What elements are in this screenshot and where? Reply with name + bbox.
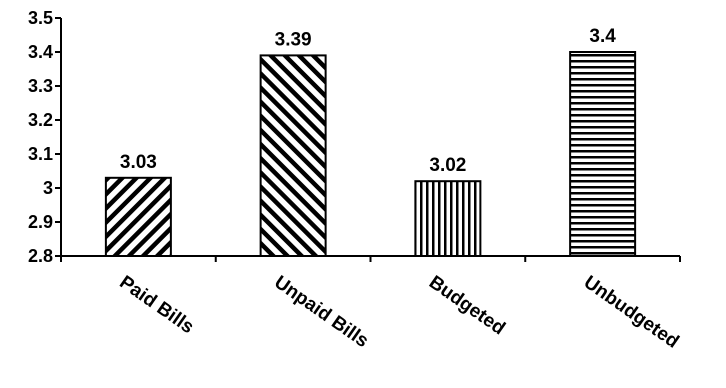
data-label: 3.03	[120, 152, 157, 173]
bar-budgeted	[414, 180, 482, 257]
data-label: 3.02	[429, 155, 466, 176]
data-labels: 3.03 3.39 3.02 3.4	[120, 26, 616, 176]
category-label: Unbudgeted	[580, 272, 683, 353]
bar-unbudgeted	[569, 51, 637, 257]
y-tick-label: 3.1	[28, 144, 53, 164]
category-labels: Paid Bills Unpaid Bills Budgeted Unbudgeted	[116, 272, 683, 353]
y-tick-label: 3.4	[28, 42, 53, 62]
y-tick-label: 3	[43, 178, 53, 198]
bar-paid-bills	[104, 176, 172, 257]
y-tick-label: 2.8	[28, 246, 53, 266]
data-label: 3.39	[275, 29, 312, 50]
y-axis: 2.8 2.9 3 3.1 3.2 3.3 3.4 3.5	[28, 8, 62, 266]
category-label: Budgeted	[425, 272, 509, 339]
data-label: 3.4	[589, 26, 616, 47]
category-label: Paid Bills	[116, 272, 198, 338]
y-tick-label: 2.9	[28, 212, 53, 232]
category-label: Unpaid Bills	[270, 272, 372, 352]
y-tick-label: 3.5	[28, 8, 53, 28]
y-tick-label: 3.3	[28, 76, 53, 96]
bar-unpaid-bills	[259, 54, 327, 258]
y-tick-label: 3.2	[28, 110, 53, 130]
bars	[104, 51, 637, 258]
